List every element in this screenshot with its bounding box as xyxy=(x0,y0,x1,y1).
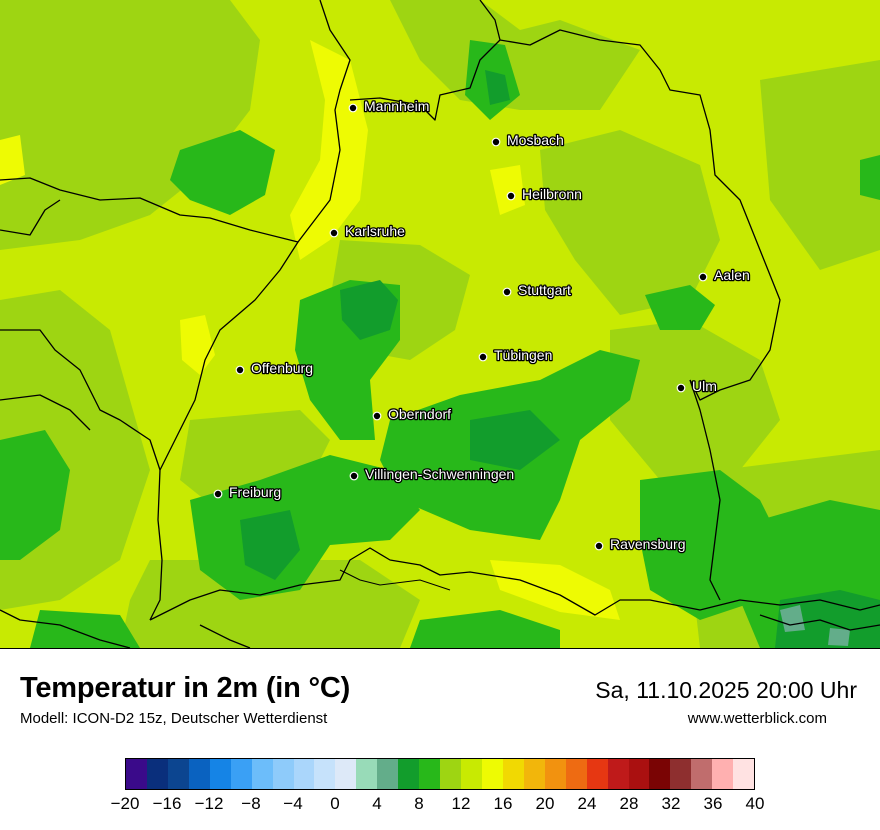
city-dot xyxy=(502,287,512,297)
legend-tick-label: 16 xyxy=(493,794,513,813)
city-freiburg[interactable]: Freiburg xyxy=(213,483,282,501)
city-dot xyxy=(348,103,358,113)
valid-datetime: Sa, 11.10.2025 20:00 Uhr xyxy=(595,677,857,703)
legend-tick-label: 28 xyxy=(619,794,639,813)
color-legend-ticks: −20 −16 −12 −8 −4 0 4 8 12 16 20 24 28 32 36 40 xyxy=(0,794,880,818)
city-label: Heilbronn xyxy=(522,186,582,202)
legend-swatch xyxy=(670,759,692,789)
legend-tick-label: 24 xyxy=(577,794,597,813)
city-karlsruhe[interactable]: Karlsruhe xyxy=(329,222,406,240)
legend-tick-label: −12 xyxy=(194,794,224,813)
legend-tick-label: 12 xyxy=(451,794,471,813)
temp-band-4-6 xyxy=(780,605,850,646)
color-legend-bar xyxy=(125,758,755,790)
city-heilbronn[interactable]: Heilbronn xyxy=(506,185,583,203)
city-dot xyxy=(698,272,708,282)
city-label: Karlsruhe xyxy=(345,223,405,239)
legend-tick-label: −20 xyxy=(110,794,140,813)
legend-swatch xyxy=(398,759,420,789)
legend-swatch xyxy=(628,759,650,789)
city-label: Ravensburg xyxy=(610,536,686,552)
legend-tick-label: 36 xyxy=(703,794,723,813)
site-url[interactable]: www.wetterblick.com xyxy=(687,710,827,727)
legend-tick-label: −16 xyxy=(152,794,182,813)
legend-swatch xyxy=(440,759,461,789)
city-tubingen[interactable]: Tübingen xyxy=(478,346,554,364)
legend-swatch xyxy=(251,759,273,789)
city-label: Stuttgart xyxy=(518,282,571,298)
city-label: Mannheim xyxy=(364,98,429,114)
city-stuttgart[interactable]: Stuttgart xyxy=(502,281,572,299)
legend-tick-label: 20 xyxy=(535,794,555,813)
city-dot xyxy=(349,471,359,481)
legend-tick-label: 8 xyxy=(414,794,424,813)
city-mannheim[interactable]: Mannheim xyxy=(348,97,431,115)
legend-swatch xyxy=(230,759,252,789)
legend-swatch xyxy=(691,759,713,789)
legend-swatch xyxy=(481,759,503,789)
city-dot xyxy=(506,191,516,201)
city-ulm[interactable]: Ulm xyxy=(676,377,718,395)
legend-swatch xyxy=(649,759,671,789)
legend-swatch xyxy=(565,759,587,789)
city-dot xyxy=(213,489,223,499)
city-dot xyxy=(372,411,382,421)
lake-constance-shore xyxy=(339,569,451,591)
legend-swatch xyxy=(293,759,315,789)
legend-swatch xyxy=(607,759,629,789)
legend-tick-label: 40 xyxy=(745,794,765,813)
legend-swatch xyxy=(419,759,441,789)
city-villingen-schwenningen[interactable]: Villingen-Schwenningen xyxy=(349,465,515,483)
legend-swatch xyxy=(314,759,336,789)
map-canvas: Mannheim Mosbach Heilbronn Karlsruhe Aal… xyxy=(0,0,880,648)
city-oberndorf[interactable]: Oberndorf xyxy=(372,405,452,423)
city-label: Tübingen xyxy=(494,347,552,363)
legend-swatch xyxy=(209,759,231,789)
legend-swatch xyxy=(502,759,524,789)
temp-band-6-8 xyxy=(240,70,880,648)
city-dot xyxy=(676,383,686,393)
legend-swatch xyxy=(461,759,482,789)
legend-swatch xyxy=(272,759,294,789)
legend-swatch xyxy=(356,759,378,789)
city-label: Oberndorf xyxy=(388,406,451,422)
city-aalen[interactable]: Aalen xyxy=(698,266,751,284)
legend-swatch xyxy=(712,759,734,789)
map-title: Temperatur in 2m (in °C) xyxy=(20,672,351,704)
city-offenburg[interactable]: Offenburg xyxy=(235,359,314,377)
city-label: Villingen-Schwenningen xyxy=(365,466,514,482)
city-dot xyxy=(329,228,339,238)
city-label: Offenburg xyxy=(251,360,313,376)
city-dot xyxy=(235,365,245,375)
legend-swatch xyxy=(544,759,566,789)
city-label: Aalen xyxy=(714,267,750,283)
temp-band-14-16 xyxy=(0,40,620,620)
city-ravensburg[interactable]: Ravensburg xyxy=(594,535,687,553)
legend-swatch xyxy=(126,759,147,789)
legend-swatch xyxy=(167,759,189,789)
city-label: Freiburg xyxy=(229,484,281,500)
legend-tick-label: −8 xyxy=(241,794,261,813)
region-borders xyxy=(0,0,880,648)
legend-swatch xyxy=(188,759,210,789)
legend-swatch xyxy=(523,759,545,789)
city-dot xyxy=(478,352,488,362)
legend-swatch xyxy=(335,759,357,789)
city-mosbach[interactable]: Mosbach xyxy=(491,131,565,149)
legend-swatch xyxy=(377,759,399,789)
legend-tick-label: 4 xyxy=(372,794,382,813)
model-source: Modell: ICON-D2 15z, Deutscher Wetterdie… xyxy=(20,710,328,727)
city-label: Mosbach xyxy=(507,132,564,148)
legend-swatch xyxy=(146,759,168,789)
legend-tick-label: −4 xyxy=(283,794,303,813)
city-markers: Mannheim Mosbach Heilbronn Karlsruhe Aal… xyxy=(213,97,751,553)
legend-swatch xyxy=(733,759,755,789)
city-dot xyxy=(491,137,501,147)
legend-tick-label: 32 xyxy=(661,794,681,813)
legend-swatch xyxy=(586,759,608,789)
temperature-map: Mannheim Mosbach Heilbronn Karlsruhe Aal… xyxy=(0,0,880,649)
city-label: Ulm xyxy=(692,378,717,394)
legend-tick-label: 0 xyxy=(330,794,340,813)
city-dot xyxy=(594,541,604,551)
